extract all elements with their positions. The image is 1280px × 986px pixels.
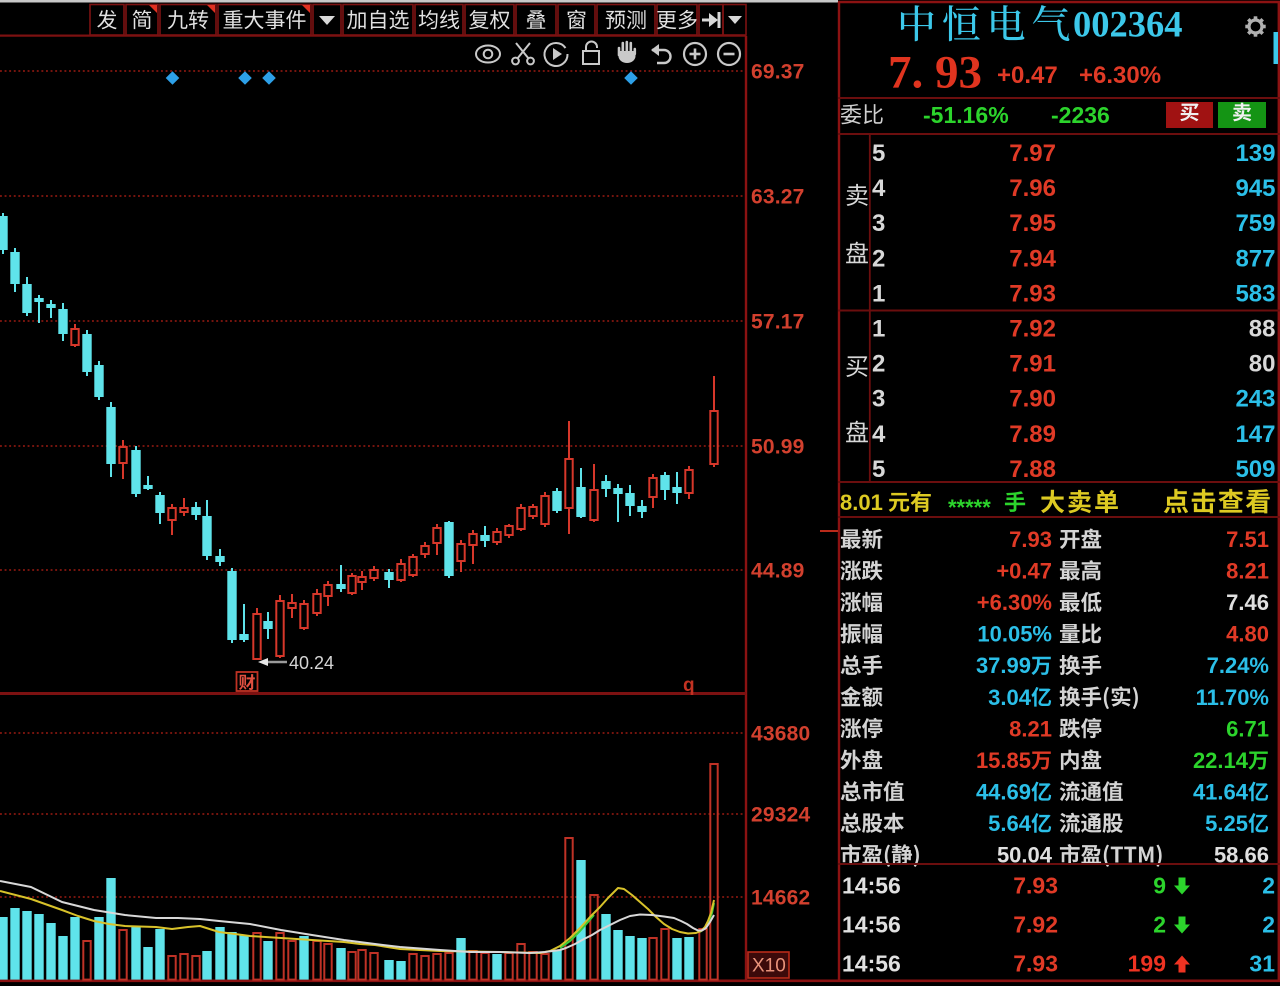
svg-text:509: 509 bbox=[1235, 456, 1275, 483]
svg-text:3.04: 3.04 bbox=[988, 685, 1032, 710]
svg-text:15.85: 15.85 bbox=[976, 748, 1031, 773]
svg-text:q: q bbox=[683, 675, 695, 696]
svg-text:14:56: 14:56 bbox=[842, 951, 901, 977]
svg-text:29324: 29324 bbox=[751, 804, 811, 827]
svg-text:147: 147 bbox=[1235, 421, 1275, 448]
svg-text:7.24%: 7.24% bbox=[1207, 653, 1269, 678]
svg-text:7.88: 7.88 bbox=[1009, 456, 1056, 483]
svg-text:+6.30%: +6.30% bbox=[977, 590, 1052, 615]
svg-text:7.93: 7.93 bbox=[1013, 951, 1058, 977]
svg-text:243: 243 bbox=[1235, 386, 1275, 413]
svg-text:1: 1 bbox=[872, 280, 885, 307]
svg-text:50.99: 50.99 bbox=[751, 436, 805, 459]
svg-text:+6.30%: +6.30% bbox=[1079, 62, 1161, 89]
svg-text:7.91: 7.91 bbox=[1009, 351, 1056, 378]
svg-text:2: 2 bbox=[1262, 873, 1275, 899]
svg-text:7.93: 7.93 bbox=[1013, 873, 1058, 899]
svg-text:2: 2 bbox=[872, 245, 885, 272]
svg-text:14:56: 14:56 bbox=[842, 912, 901, 938]
svg-text:7.90: 7.90 bbox=[1009, 386, 1056, 413]
svg-text:945: 945 bbox=[1235, 175, 1275, 202]
svg-text:69.37: 69.37 bbox=[751, 61, 805, 84]
svg-text:2: 2 bbox=[1153, 912, 1166, 938]
svg-text:9: 9 bbox=[1153, 873, 1166, 899]
svg-text:11.70%: 11.70% bbox=[1196, 685, 1269, 710]
svg-text:+0.47: +0.47 bbox=[996, 559, 1052, 584]
svg-text:7.89: 7.89 bbox=[1009, 421, 1056, 448]
svg-text:14:56: 14:56 bbox=[842, 873, 901, 899]
svg-text:41.64: 41.64 bbox=[1193, 779, 1249, 804]
svg-text:X10: X10 bbox=[752, 956, 786, 977]
svg-text:7.92: 7.92 bbox=[1013, 912, 1058, 938]
svg-text:-51.16%: -51.16% bbox=[923, 102, 1009, 128]
svg-text:5: 5 bbox=[872, 140, 885, 167]
svg-text:7.92: 7.92 bbox=[1009, 316, 1056, 343]
svg-text:44.89: 44.89 bbox=[751, 560, 805, 583]
svg-text:7.97: 7.97 bbox=[1009, 140, 1056, 167]
svg-text:43680: 43680 bbox=[751, 723, 810, 746]
svg-text:*****: ***** bbox=[948, 495, 991, 520]
svg-text:139: 139 bbox=[1235, 140, 1275, 167]
svg-text:4.80: 4.80 bbox=[1226, 622, 1269, 647]
svg-text:2: 2 bbox=[872, 351, 885, 378]
svg-text:7.93: 7.93 bbox=[1009, 527, 1052, 552]
svg-text:31: 31 bbox=[1249, 951, 1275, 977]
svg-text:6.71: 6.71 bbox=[1226, 716, 1269, 741]
svg-text:10.05%: 10.05% bbox=[977, 622, 1052, 647]
svg-text:5.25: 5.25 bbox=[1205, 811, 1248, 836]
svg-text:88: 88 bbox=[1249, 316, 1276, 343]
svg-text:44.69: 44.69 bbox=[976, 779, 1031, 804]
svg-text:7.96: 7.96 bbox=[1009, 175, 1056, 202]
svg-text:1: 1 bbox=[872, 316, 885, 343]
svg-text:877: 877 bbox=[1235, 245, 1275, 272]
svg-text:+0.47: +0.47 bbox=[997, 62, 1058, 89]
svg-text:7.95: 7.95 bbox=[1009, 210, 1056, 237]
svg-text:5.64: 5.64 bbox=[988, 811, 1032, 836]
svg-text:7. 93: 7. 93 bbox=[888, 47, 982, 99]
svg-text:7.46: 7.46 bbox=[1226, 590, 1269, 615]
svg-text:-2236: -2236 bbox=[1051, 102, 1110, 128]
svg-text:7.93: 7.93 bbox=[1009, 280, 1056, 307]
svg-text:37.99: 37.99 bbox=[976, 653, 1031, 678]
svg-text:40.24: 40.24 bbox=[289, 653, 334, 673]
svg-text:7.51: 7.51 bbox=[1226, 527, 1269, 552]
svg-text:8.01: 8.01 bbox=[840, 490, 883, 515]
svg-text:80: 80 bbox=[1249, 351, 1276, 378]
svg-text:2: 2 bbox=[1262, 912, 1275, 938]
svg-text:63.27: 63.27 bbox=[751, 186, 805, 209]
svg-text:22.14: 22.14 bbox=[1193, 748, 1249, 773]
svg-text:5: 5 bbox=[872, 456, 885, 483]
svg-text:7.94: 7.94 bbox=[1009, 245, 1056, 272]
svg-text:8.21: 8.21 bbox=[1009, 716, 1052, 741]
svg-text:4: 4 bbox=[872, 421, 886, 448]
svg-text:3: 3 bbox=[872, 386, 885, 413]
svg-text:583: 583 bbox=[1235, 280, 1275, 307]
svg-text:8.21: 8.21 bbox=[1226, 559, 1269, 584]
svg-text:4: 4 bbox=[872, 175, 886, 202]
svg-text:002364: 002364 bbox=[1073, 4, 1183, 45]
svg-text:14662: 14662 bbox=[751, 887, 810, 910]
svg-text:3: 3 bbox=[872, 210, 885, 237]
svg-text:759: 759 bbox=[1235, 210, 1275, 237]
svg-text:57.17: 57.17 bbox=[751, 311, 805, 334]
svg-text:199: 199 bbox=[1128, 951, 1166, 977]
